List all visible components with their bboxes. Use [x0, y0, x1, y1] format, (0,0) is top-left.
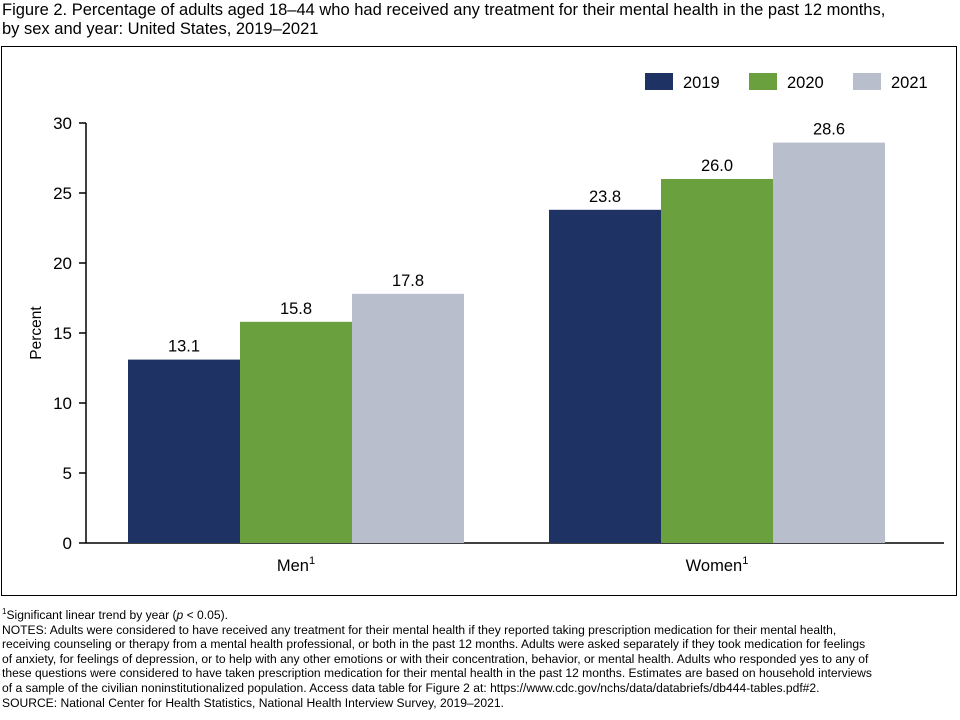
- legend-swatch-2020: [749, 73, 777, 90]
- footnote-mark: 1: [2, 606, 7, 616]
- data-label: 15.8: [280, 300, 312, 318]
- data-label: 17.8: [392, 272, 424, 290]
- bar-2021-women: [773, 142, 885, 543]
- legend-label-2020: 2020: [787, 74, 824, 92]
- y-tick-label: 0: [63, 534, 72, 553]
- footnote-p: p: [176, 608, 184, 622]
- footnote-end: < 0.05).: [183, 608, 228, 622]
- bar-2019-women: [549, 209, 661, 544]
- footnotes: 1Significant linear trend by year (p < 0…: [2, 606, 958, 710]
- bar-2020-women: [661, 179, 773, 543]
- bar-2019-men: [128, 359, 240, 543]
- y-tick-label: 5: [63, 464, 72, 483]
- chart-frame: [1, 46, 957, 596]
- data-label: 23.8: [589, 188, 621, 206]
- y-tick-label: 10: [53, 394, 72, 413]
- y-axis-label: Percent: [28, 306, 45, 360]
- footnote-text: Significant linear trend by year (: [6, 608, 177, 622]
- notes-line-4: these questions were considered to have …: [2, 666, 872, 681]
- x-category-label: Women1: [686, 555, 749, 575]
- figure-title-line-1: Figure 2. Percentage of adults aged 18–4…: [2, 1, 886, 19]
- bar-chart: 0 5 10 15 20 25 30 Percent 13.1 23.8 15.8 26.0 17.8 2…: [28, 73, 944, 575]
- notes-line-1: NOTES: Adults were considered to have re…: [2, 622, 837, 637]
- data-label: 26.0: [701, 157, 733, 175]
- y-tick-label: 15: [53, 324, 72, 343]
- notes-line-2: receiving counseling or therapy from a m…: [2, 637, 866, 652]
- data-label: 13.1: [168, 338, 200, 356]
- y-tick-label: 25: [53, 184, 72, 203]
- figure-title-line-2: by sex and year: United States, 2019–202…: [2, 20, 319, 38]
- data-label: 28.6: [813, 121, 845, 139]
- footnote-trend: 1Significant linear trend by year (p < 0…: [2, 606, 958, 623]
- notes-line-3: of anxiety, for feelings of depression, …: [2, 651, 869, 666]
- legend-swatch-2021: [853, 73, 881, 90]
- y-tick-label: 30: [53, 114, 72, 133]
- x-category-label: Men1: [277, 555, 315, 575]
- figure-title: Figure 2. Percentage of adults aged 18–4…: [2, 1, 958, 39]
- y-tick-label: 20: [53, 254, 72, 273]
- notes-line-5: of a sample of the civilian noninstituti…: [2, 680, 820, 695]
- source-line: SOURCE: National Center for Health Stati…: [2, 695, 504, 710]
- bar-2020-men: [240, 321, 352, 543]
- legend-swatch-2019: [645, 73, 673, 90]
- bar-2021-men: [352, 293, 464, 543]
- legend-label-2021: 2021: [891, 74, 928, 92]
- legend-label-2019: 2019: [683, 74, 720, 92]
